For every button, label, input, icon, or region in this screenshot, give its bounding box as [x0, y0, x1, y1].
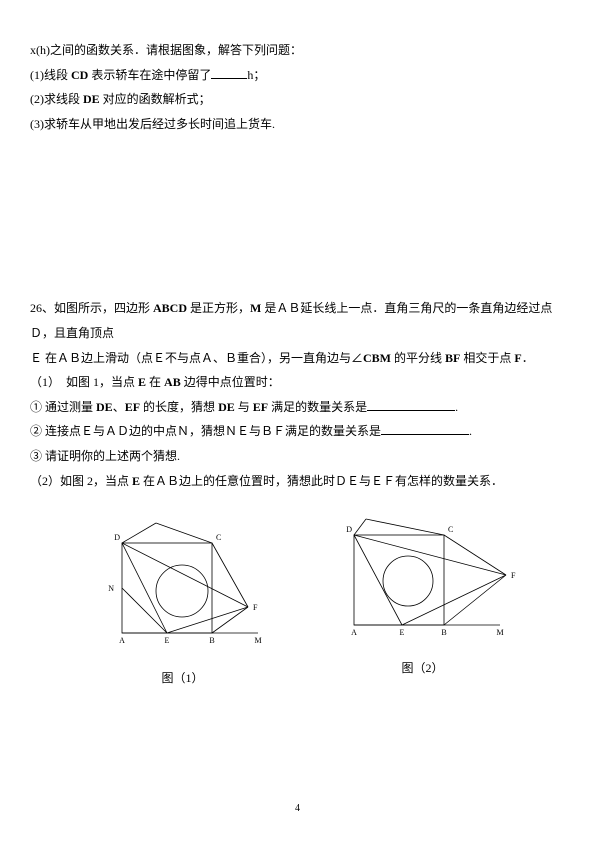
fill-blank — [381, 423, 469, 435]
svg-text:B: B — [209, 636, 214, 645]
svg-text:E: E — [399, 628, 404, 637]
fill-blank — [211, 67, 247, 79]
svg-text:B: B — [441, 628, 446, 637]
svg-text:E: E — [164, 636, 169, 645]
svg-text:F: F — [253, 603, 258, 612]
q26-sub1: ① 通过测量 DE、EF 的长度，猜想 DE 与 EF 满足的数量关系是. — [30, 395, 565, 420]
svg-text:A: A — [119, 636, 125, 645]
fill-blank — [367, 399, 455, 411]
figures-row: N A E B M D C F 图（1） A E B M D C F 图（2） — [30, 515, 565, 690]
question-26: 26、如图所示，四边形 ABCD 是正方形，M 是ＡＢ延长线上一点．直角三角尺的… — [30, 296, 565, 493]
svg-text:M: M — [496, 628, 503, 637]
q26-stem-l2: Ｅ 在ＡＢ边上滑动（点Ｅ不与点Ａ、Ｂ重合），另一直角边与∠CBM 的平分线 BF… — [30, 346, 565, 371]
svg-text:C: C — [216, 533, 221, 542]
q25-item1: (1)线段 CD 表示轿车在途中停留了h； — [30, 63, 565, 88]
figure-2-svg: A E B M D C F — [328, 515, 518, 643]
svg-text:F: F — [511, 571, 516, 580]
q26-part1: （1） 如图 1，当点 E 在 AB 边得中点位置时： — [30, 370, 565, 395]
svg-text:N: N — [108, 584, 114, 593]
q25-item3: (3)求轿车从甲地出发后经过多长时间追上货车. — [30, 112, 565, 137]
figure-1-svg: N A E B M D C F — [78, 515, 288, 653]
svg-text:D: D — [346, 525, 352, 534]
q25-item2: (2)求线段 DE 对应的函数解析式； — [30, 87, 565, 112]
svg-text:A: A — [351, 628, 357, 637]
page-number: 4 — [0, 803, 595, 814]
blank-space — [30, 136, 565, 296]
q26-sub3: ③ 请证明你的上述两个猜想. — [30, 444, 565, 469]
figure-2-caption: 图（2） — [328, 656, 518, 681]
svg-text:D: D — [114, 533, 120, 542]
figure-1: N A E B M D C F 图（1） — [78, 515, 288, 690]
q26-sub2: ② 连接点Ｅ与ＡＤ边的中点Ｎ，猜想ＮＥ与ＢＦ满足的数量关系是. — [30, 419, 565, 444]
figure-1-caption: 图（1） — [78, 666, 288, 691]
figure-2: A E B M D C F 图（2） — [328, 515, 518, 690]
svg-text:M: M — [254, 636, 261, 645]
q25-line1: x(h)之间的函数关系．请根据图象，解答下列问题： — [30, 38, 565, 63]
q26-part2: （2）如图 2，当点 E 在ＡＢ边上的任意位置时，猜想此时ＤＥ与ＥＦ有怎样的数量… — [30, 469, 565, 494]
q26-stem-l1: 26、如图所示，四边形 ABCD 是正方形，M 是ＡＢ延长线上一点．直角三角尺的… — [30, 296, 565, 345]
svg-text:C: C — [448, 525, 453, 534]
question-25-continued: x(h)之间的函数关系．请根据图象，解答下列问题： (1)线段 CD 表示轿车在… — [30, 38, 565, 136]
page-body: x(h)之间的函数关系．请根据图象，解答下列问题： (1)线段 CD 表示轿车在… — [0, 0, 595, 690]
